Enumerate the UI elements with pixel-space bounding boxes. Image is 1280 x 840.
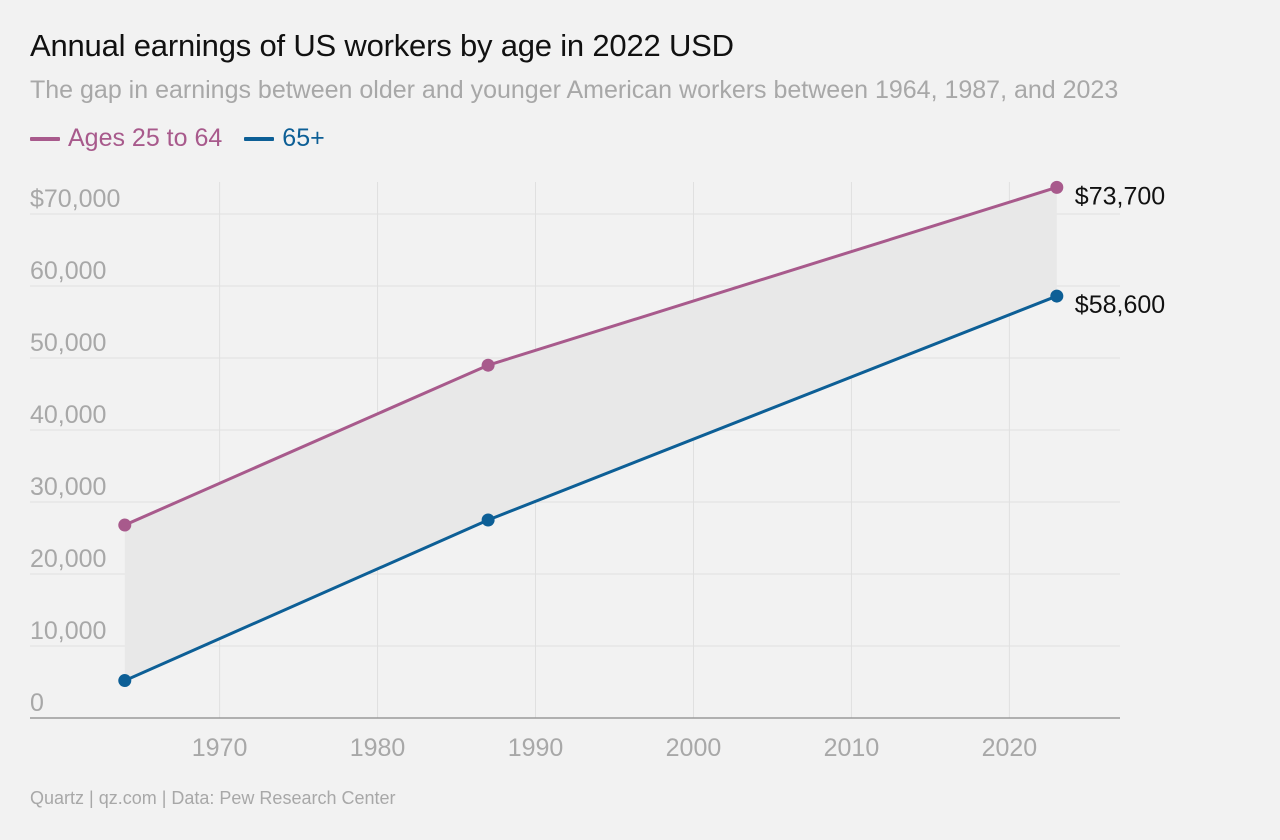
legend: Ages 25 to 64 65+ (30, 124, 347, 153)
y-tick-label: 50,000 (30, 329, 106, 357)
data-point (481, 358, 495, 372)
y-tick-label: 40,000 (30, 401, 106, 429)
end-value-label: $58,600 (1075, 291, 1165, 319)
y-tick-label: $70,000 (30, 185, 120, 213)
y-tick-label: 60,000 (30, 257, 106, 285)
source-footer: Quartz | qz.com | Data: Pew Research Cen… (30, 788, 396, 808)
legend-swatch-65-plus (244, 136, 275, 141)
chart-title: Annual earnings of US workers by age in … (30, 28, 734, 63)
data-point (118, 518, 132, 532)
y-tick-label: 30,000 (30, 473, 106, 501)
x-tick-label: 1980 (350, 734, 406, 762)
legend-label-ages-25-to-64: Ages 25 to 64 (68, 124, 223, 152)
data-point (481, 513, 495, 527)
x-tick-label: 2010 (824, 734, 880, 762)
legend-item-ages-25-to-64: Ages 25 to 64 (30, 124, 222, 153)
end-value-label: $73,700 (1075, 182, 1165, 210)
chart-subtitle: The gap in earnings between older and yo… (30, 76, 1119, 104)
legend-swatch-ages-25-to-64 (30, 136, 60, 141)
y-tick-label: 10,000 (30, 617, 106, 645)
x-tick-label: 2020 (982, 734, 1038, 762)
legend-item-65-plus: 65+ (244, 124, 325, 153)
legend-label-65-plus: 65+ (282, 124, 325, 152)
data-point (1050, 180, 1064, 194)
y-tick-label: 20,000 (30, 545, 106, 573)
data-point (118, 674, 132, 688)
y-tick-label: 0 (30, 689, 44, 717)
x-tick-label: 2000 (666, 734, 722, 762)
x-tick-label: 1970 (192, 734, 248, 762)
x-tick-label: 1990 (508, 734, 564, 762)
gap-band (124, 187, 1057, 681)
data-point (1050, 289, 1064, 303)
